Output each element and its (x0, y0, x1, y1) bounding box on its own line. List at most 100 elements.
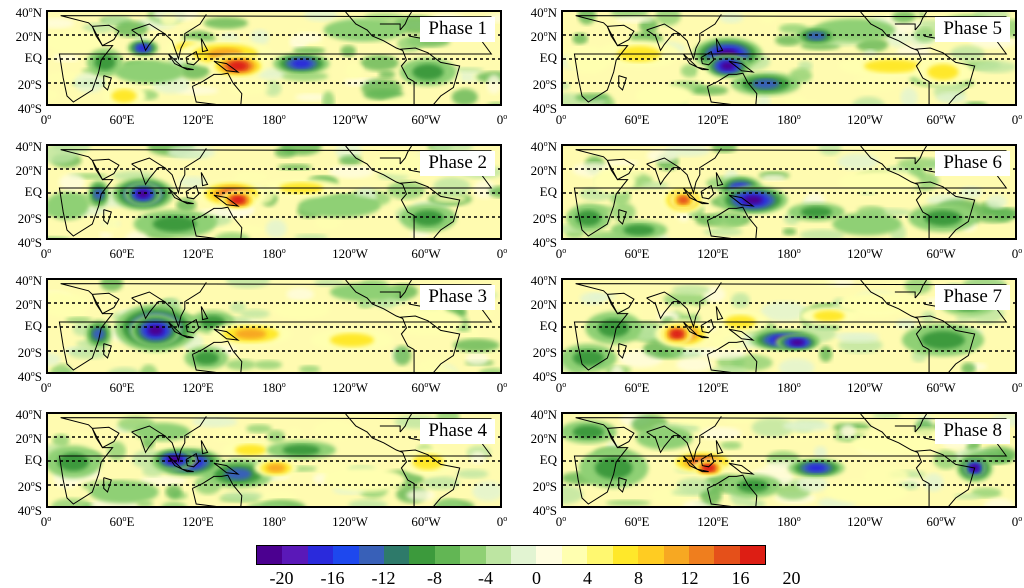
anomaly-map: Phase 3 (46, 278, 502, 374)
x-tick-label: 0o (1011, 112, 1023, 127)
anomaly-patch (73, 72, 106, 93)
y-tick-label: 20oN (15, 297, 42, 312)
coastline (606, 24, 635, 47)
anomaly-patch (292, 47, 326, 55)
x-tick-label: 180o (262, 380, 286, 395)
coastline (682, 455, 709, 473)
y-tick-label: 40oN (15, 5, 42, 20)
anomaly-patch (572, 32, 588, 45)
x-tick-label: 180o (777, 514, 801, 529)
x-tick-label: 60oW (411, 380, 441, 395)
anomaly-patch (48, 146, 78, 164)
anomaly-contour (148, 325, 164, 336)
y-tick-label: 40oN (15, 273, 42, 288)
anomaly-contour (93, 188, 105, 200)
colorbar-tick-label: -4 (478, 568, 493, 588)
anomaly-patch (69, 347, 109, 360)
y-tick-label: 20oS (532, 345, 557, 360)
x-tick-label: 120oE (697, 112, 729, 127)
coastline (618, 209, 627, 225)
colorbar-swatch (282, 546, 308, 564)
coastline (715, 38, 724, 53)
anomaly-contour (927, 64, 959, 80)
anomaly-patch (961, 362, 976, 372)
anomaly-patch (257, 68, 288, 80)
anomaly-patch (900, 87, 918, 104)
coastline (679, 14, 722, 61)
x-tick-label: 120oW (847, 380, 883, 395)
coastline (58, 149, 493, 237)
coastline (715, 172, 724, 187)
anomaly-contour (412, 64, 444, 80)
anomaly-map: Phase 8 (561, 412, 1017, 508)
x-tick-label: 0o (1011, 246, 1023, 261)
coastline (408, 169, 422, 173)
anomaly-contour (323, 18, 406, 42)
x-tick-label: 60oW (926, 112, 956, 127)
anomaly-patch (229, 301, 246, 313)
coastline (914, 280, 927, 299)
anomaly-contour (167, 455, 182, 464)
colorbar-swatch (307, 546, 334, 564)
coastline (200, 440, 209, 455)
colorbar-swatch (714, 546, 740, 564)
anomaly-field (48, 12, 500, 104)
x-tick-label: 120oW (332, 112, 368, 127)
anomaly-patch (479, 368, 500, 372)
anomaly-patch (225, 359, 256, 371)
colorbar-swatch (485, 546, 512, 564)
coastline (345, 414, 415, 506)
colorbar-tick-label: 0 (532, 568, 541, 588)
anomaly-patch (710, 366, 748, 372)
y-tick-label: 20oS (17, 211, 42, 226)
x-tick-label: 120oW (332, 514, 368, 529)
coastline (682, 187, 709, 205)
anomaly-patch (265, 219, 287, 238)
coastline (399, 12, 412, 31)
colorbar-swatch (638, 546, 664, 564)
x-tick-label: 0o (40, 380, 52, 395)
x-tick-label: 60oW (411, 112, 441, 127)
anomaly-patch (605, 499, 651, 506)
anomaly-contour (671, 330, 683, 338)
coastline (706, 206, 758, 238)
anomaly-patch (725, 416, 758, 424)
y-tick-label: 40oS (17, 235, 42, 250)
anomaly-patch (233, 171, 269, 183)
anomaly-patch (676, 357, 713, 372)
anomaly-patch (959, 186, 983, 199)
anomaly-contour (92, 328, 106, 340)
anomaly-patch (758, 12, 778, 24)
x-tick-label: 120oW (332, 380, 368, 395)
coastline (167, 321, 194, 339)
coastline (860, 414, 930, 506)
anomaly-patch (281, 71, 329, 82)
coastline (860, 280, 930, 372)
colorbar-swatch (739, 546, 766, 564)
coastline (915, 449, 976, 506)
x-tick-label: 60oE (624, 514, 650, 529)
y-tick-label: 20oS (17, 479, 42, 494)
x-tick-label: 0o (555, 246, 567, 261)
coastline (606, 292, 635, 315)
y-tick-label: EQ (24, 50, 42, 65)
anomaly-contour (572, 425, 604, 439)
x-tick-label: 0o (496, 112, 508, 127)
anomaly-patch (184, 303, 201, 313)
x-tick-label: 60oW (926, 514, 956, 529)
coastline (164, 416, 207, 463)
coastline (191, 206, 243, 238)
y-tick-label: 40oS (17, 369, 42, 384)
anomaly-patch (161, 501, 187, 506)
colorbar-swatch (460, 546, 486, 564)
anomaly-contour (752, 78, 780, 90)
phase-label: Phase 4 (420, 419, 495, 444)
anomaly-patch (610, 364, 624, 372)
coastline (923, 169, 937, 173)
coastline (91, 292, 120, 315)
anomaly-patch (246, 424, 272, 434)
anomaly-patch (203, 17, 249, 30)
anomaly-patch (837, 334, 880, 343)
coastline (191, 474, 243, 506)
y-tick-label: EQ (539, 184, 557, 199)
